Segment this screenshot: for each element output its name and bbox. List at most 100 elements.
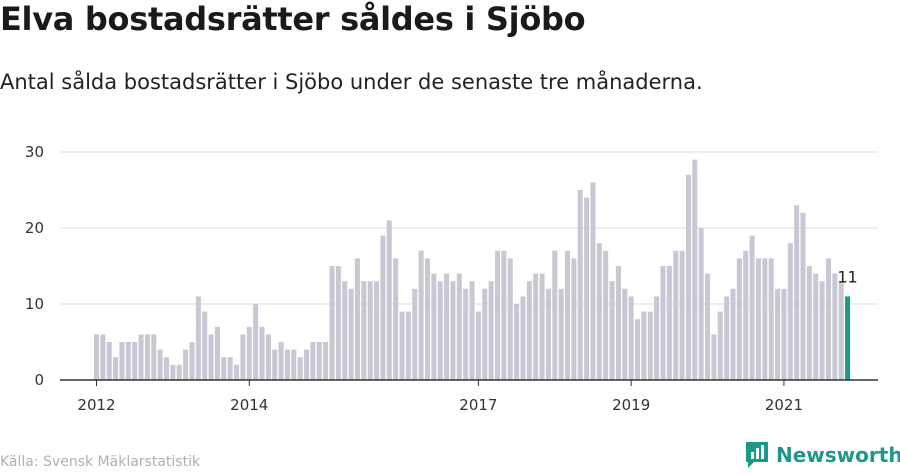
bar [615,266,621,380]
brand-name: Newsworthy [776,443,900,467]
bar [552,250,558,380]
bar [291,349,297,380]
bar [635,319,641,380]
bar [399,311,405,380]
bar [106,342,112,380]
bar [469,281,475,380]
bar [584,197,590,380]
bar [794,205,800,380]
highlight-bar [845,296,851,380]
bar [692,159,698,380]
bar [654,296,660,380]
bar [609,281,615,380]
bar [717,311,723,380]
bar [208,334,214,380]
bar [463,288,469,380]
bar [450,281,456,380]
bar [825,258,831,380]
bar [533,273,539,380]
bar [482,288,488,380]
bar [393,258,399,380]
bar [240,334,246,380]
bar [284,349,290,380]
x-tick-label: 2017 [459,396,497,414]
bar [374,281,380,380]
brand-logo[interactable]: Newsworthy [744,440,900,470]
bar [304,349,310,380]
bar [641,311,647,380]
y-tick-label: 30 [25,143,44,161]
bar [832,273,838,380]
bar [380,235,386,380]
bar [590,182,596,380]
chart-subtitle: Antal sålda bostadsrätter i Sjöbo under … [0,70,703,94]
bar [622,288,628,380]
bar [367,281,373,380]
bar [424,258,430,380]
bar [259,326,265,380]
bar [539,273,545,380]
bar [386,220,392,380]
bar [297,357,303,380]
bar [800,212,806,380]
bar [749,235,755,380]
bar [679,250,685,380]
bar [316,342,322,380]
bar [520,296,526,380]
bar [405,311,411,380]
bar [488,281,494,380]
bar [342,281,348,380]
y-tick-label: 0 [34,371,44,389]
bar [132,342,138,380]
bar [666,266,672,380]
bar [698,228,704,380]
bar [775,288,781,380]
x-tick-label: 2014 [230,396,268,414]
bar [348,288,354,380]
bar [545,288,551,380]
bar [189,342,195,380]
bar [813,273,819,380]
newsworthy-logo-icon [746,442,768,468]
bar [475,311,481,380]
bar [183,349,189,380]
bar [144,334,150,380]
bar [755,258,761,380]
bar [577,190,583,380]
bar [501,250,507,380]
y-tick-label: 20 [25,219,44,237]
x-tick-label: 2019 [612,396,650,414]
bar [660,266,666,380]
bar [730,288,736,380]
bar [323,342,329,380]
bar [100,334,106,380]
bar [354,258,360,380]
bar [157,349,163,380]
bar [705,273,711,380]
bar [437,281,443,380]
bar [762,258,768,380]
bar [431,273,437,380]
bar [571,258,577,380]
bar [647,311,653,380]
bar [195,296,201,380]
bar [265,334,271,380]
bar [176,364,182,380]
bar [335,266,341,380]
bar [819,281,825,380]
bar [736,258,742,380]
bar [329,266,335,380]
bar [151,334,157,380]
bar [558,288,564,380]
bar [685,174,691,380]
bar [838,281,844,380]
bar [164,357,170,380]
bar [119,342,125,380]
bar [170,364,176,380]
x-tick-label: 2012 [77,396,115,414]
bar [246,326,252,380]
bar [743,250,749,380]
bar [272,349,278,380]
bar [113,357,119,380]
